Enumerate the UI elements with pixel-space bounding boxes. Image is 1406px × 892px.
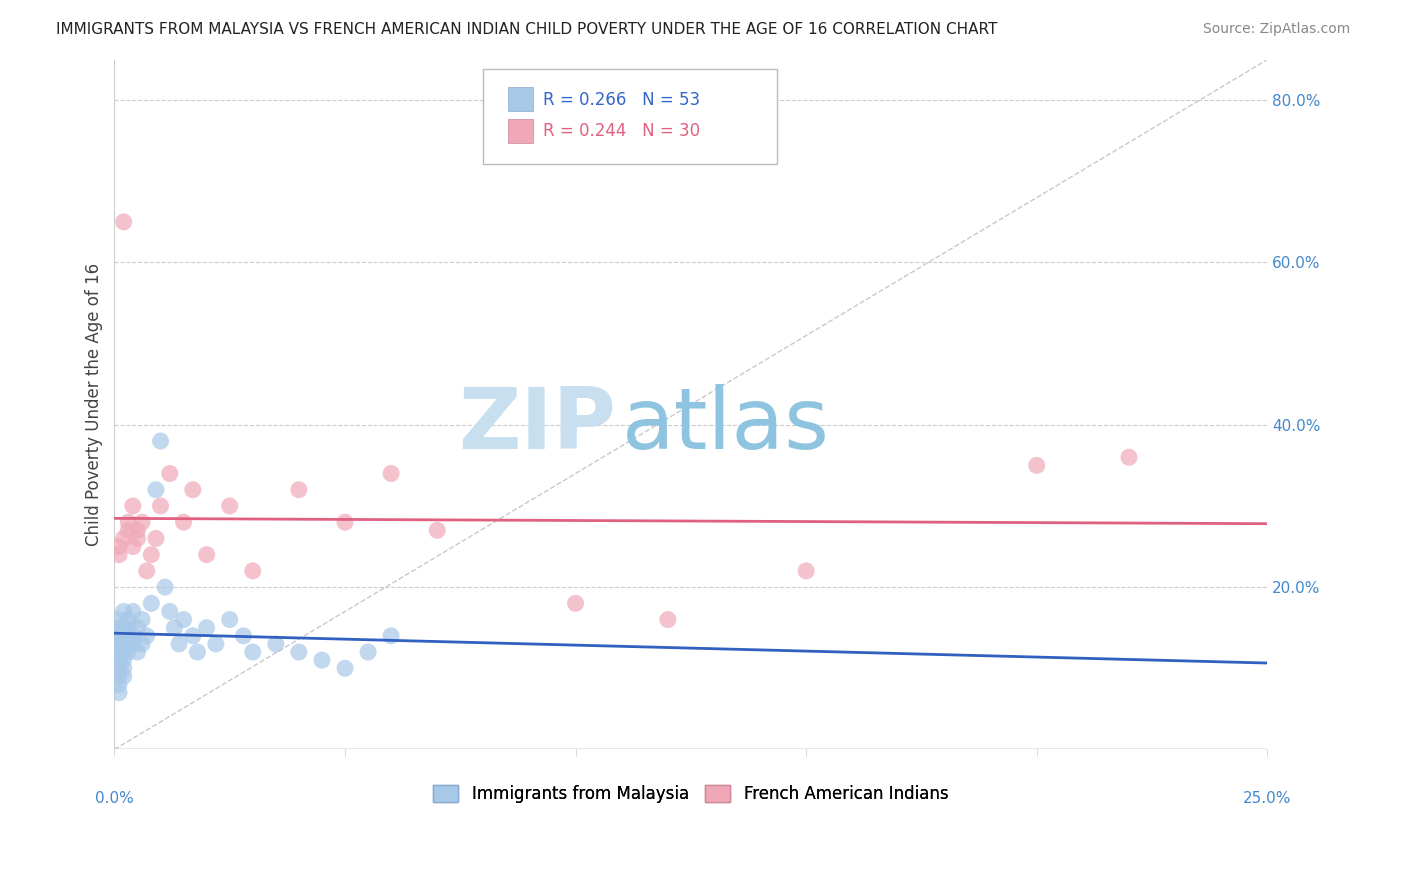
Point	[173, 515, 195, 529]
Point	[108, 653, 131, 667]
Point	[1025, 458, 1047, 473]
Text: IMMIGRANTS FROM MALAYSIA VS FRENCH AMERICAN INDIAN CHILD POVERTY UNDER THE AGE O: IMMIGRANTS FROM MALAYSIA VS FRENCH AMERI…	[56, 22, 998, 37]
Point	[153, 580, 176, 594]
Point	[108, 637, 131, 651]
Legend: Immigrants from Malaysia, French American Indians: Immigrants from Malaysia, French America…	[426, 779, 955, 810]
Point	[117, 613, 139, 627]
Point	[108, 548, 131, 562]
Point	[135, 629, 157, 643]
Point	[141, 548, 163, 562]
Point	[108, 669, 131, 683]
FancyBboxPatch shape	[508, 119, 533, 143]
Point	[333, 515, 356, 529]
Point	[242, 564, 264, 578]
Point	[117, 515, 139, 529]
Point	[112, 621, 135, 635]
Point	[108, 637, 131, 651]
Point	[117, 621, 139, 635]
Point	[794, 564, 817, 578]
Point	[117, 524, 139, 538]
Point	[127, 532, 149, 546]
Point	[121, 629, 143, 643]
Point	[121, 540, 143, 554]
Point	[333, 661, 356, 675]
Point	[112, 604, 135, 618]
Point	[195, 621, 218, 635]
Text: R = 0.266   N = 53: R = 0.266 N = 53	[543, 91, 700, 109]
Point	[1118, 450, 1140, 465]
Point	[380, 629, 402, 643]
Point	[159, 604, 181, 618]
Point	[311, 653, 333, 667]
Point	[117, 645, 139, 659]
Point	[131, 613, 153, 627]
Text: 25.0%: 25.0%	[1243, 791, 1292, 805]
Point	[112, 661, 135, 675]
Point	[149, 499, 172, 513]
Point	[218, 613, 240, 627]
Point	[108, 677, 131, 691]
Point	[181, 629, 204, 643]
Point	[181, 483, 204, 497]
Point	[380, 467, 402, 481]
Point	[112, 669, 135, 683]
Point	[288, 483, 311, 497]
Point	[159, 467, 181, 481]
Point	[121, 604, 143, 618]
Point	[564, 596, 586, 610]
Point	[264, 637, 287, 651]
Point	[112, 637, 135, 651]
Point	[173, 613, 195, 627]
Point	[108, 629, 131, 643]
Point	[195, 548, 218, 562]
Point	[163, 621, 186, 635]
Point	[426, 524, 449, 538]
Point	[108, 540, 131, 554]
Point	[218, 499, 240, 513]
Point	[117, 637, 139, 651]
Point	[127, 645, 149, 659]
Point	[127, 621, 149, 635]
Point	[149, 434, 172, 448]
Point	[117, 629, 139, 643]
Point	[145, 483, 167, 497]
Point	[108, 645, 131, 659]
FancyBboxPatch shape	[484, 70, 778, 164]
Point	[141, 596, 163, 610]
Text: Source: ZipAtlas.com: Source: ZipAtlas.com	[1202, 22, 1350, 37]
Point	[135, 564, 157, 578]
Point	[108, 661, 131, 675]
Text: R = 0.244   N = 30: R = 0.244 N = 30	[543, 122, 700, 140]
Point	[108, 621, 131, 635]
Point	[205, 637, 228, 651]
Text: atlas: atlas	[621, 384, 830, 467]
Point	[232, 629, 254, 643]
FancyBboxPatch shape	[508, 87, 533, 112]
Point	[127, 524, 149, 538]
Y-axis label: Child Poverty Under the Age of 16: Child Poverty Under the Age of 16	[86, 263, 103, 546]
Text: ZIP: ZIP	[458, 384, 616, 467]
Point	[357, 645, 380, 659]
Point	[112, 532, 135, 546]
Point	[108, 613, 131, 627]
Point	[112, 215, 135, 229]
Point	[131, 515, 153, 529]
Point	[108, 685, 131, 699]
Point	[121, 499, 143, 513]
Point	[186, 645, 208, 659]
Point	[167, 637, 190, 651]
Point	[112, 629, 135, 643]
Point	[121, 637, 143, 651]
Point	[145, 532, 167, 546]
Point	[657, 613, 679, 627]
Point	[288, 645, 311, 659]
Point	[131, 637, 153, 651]
Point	[242, 645, 264, 659]
Text: 0.0%: 0.0%	[96, 791, 134, 805]
Point	[112, 653, 135, 667]
Point	[112, 645, 135, 659]
